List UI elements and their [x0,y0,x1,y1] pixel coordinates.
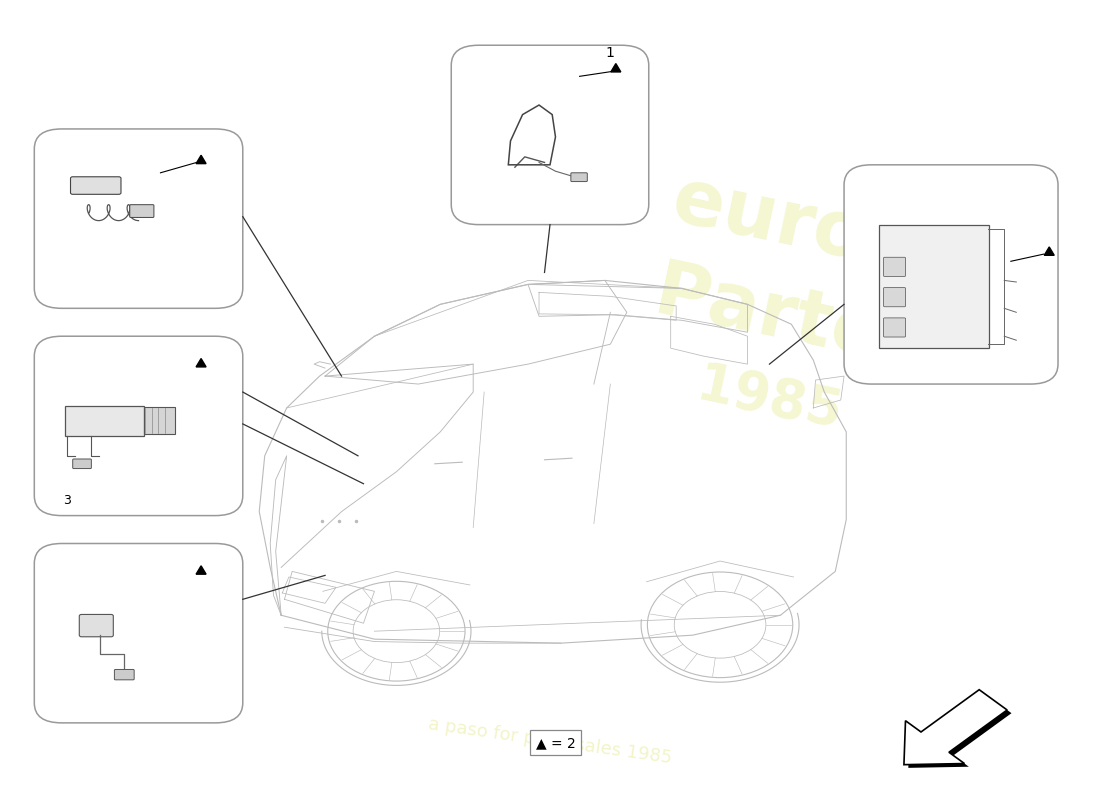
Text: Partes: Partes [648,255,935,386]
FancyBboxPatch shape [844,165,1058,384]
FancyBboxPatch shape [144,407,175,434]
FancyBboxPatch shape [883,287,905,306]
FancyBboxPatch shape [34,336,243,515]
FancyBboxPatch shape [114,670,134,680]
Text: 1985: 1985 [692,359,847,441]
FancyBboxPatch shape [79,614,113,637]
FancyBboxPatch shape [70,177,121,194]
Text: 3: 3 [64,494,72,506]
FancyBboxPatch shape [883,258,905,277]
Polygon shape [196,566,206,574]
Polygon shape [196,155,206,164]
FancyBboxPatch shape [883,318,905,337]
Text: a paso for parts sales 1985: a paso for parts sales 1985 [427,715,673,767]
FancyBboxPatch shape [571,173,587,182]
FancyBboxPatch shape [34,129,243,308]
Polygon shape [904,690,1008,765]
FancyBboxPatch shape [73,459,91,469]
Text: euros: euros [666,163,917,286]
Polygon shape [196,358,206,367]
Polygon shape [1044,247,1054,255]
Polygon shape [610,63,620,72]
FancyBboxPatch shape [130,205,154,218]
FancyBboxPatch shape [879,225,989,348]
Text: 1: 1 [606,46,615,60]
FancyBboxPatch shape [65,406,144,436]
Text: ▲ = 2: ▲ = 2 [536,736,575,750]
FancyBboxPatch shape [451,46,649,225]
Polygon shape [909,693,1012,768]
FancyBboxPatch shape [34,543,243,723]
